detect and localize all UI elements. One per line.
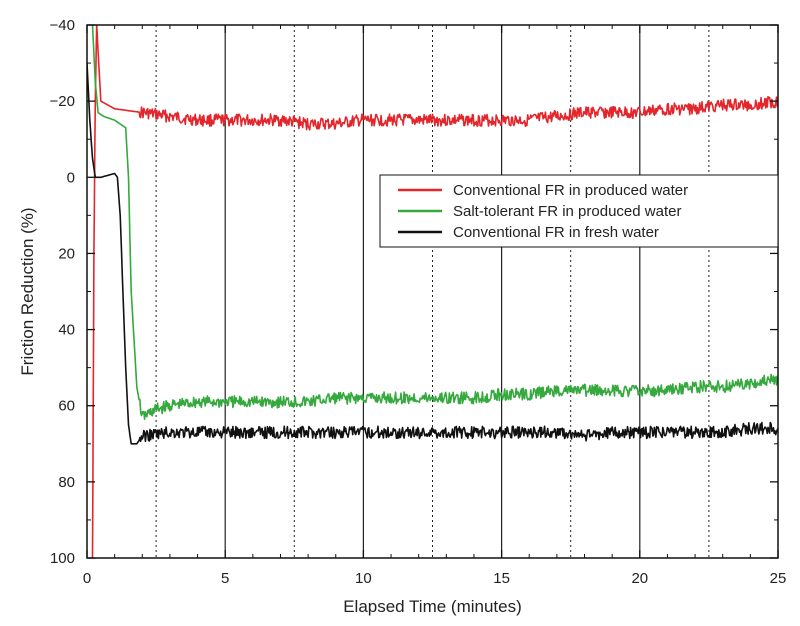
- y-tick-label: 80: [58, 474, 75, 491]
- y-tick-label: −40: [50, 17, 75, 34]
- x-tick-label: 15: [493, 570, 510, 587]
- y-tick-label: 0: [67, 169, 75, 186]
- x-tick-label: 25: [770, 570, 787, 587]
- legend-label: Conventional FR in produced water: [453, 182, 688, 199]
- legend: Conventional FR in produced water Salt-to…: [379, 174, 779, 248]
- x-tick-label: 10: [355, 570, 372, 587]
- legend-box: [379, 174, 779, 248]
- y-tick-label: −20: [50, 93, 75, 110]
- y-axis-title: Friction Reduction (%): [18, 207, 37, 375]
- axis-ticks: 0 5 10 15 20 25 −40 −20 0 20 40 60 80 100: [50, 17, 787, 587]
- grid-lines: [155, 25, 710, 558]
- y-tick-label: 40: [58, 322, 75, 339]
- legend-label: Salt-tolerant FR in produced water: [453, 203, 681, 220]
- series-line-2: [91, 25, 778, 421]
- legend-label: Conventional FR in fresh water: [453, 224, 659, 241]
- x-tick-label: 0: [83, 570, 91, 587]
- x-tick-label: 20: [631, 570, 648, 587]
- series-line-1: [91, 25, 778, 558]
- y-tick-label: 100: [50, 550, 75, 567]
- series-layer: [87, 25, 778, 558]
- x-axis-title: Elapsed Time (minutes): [343, 597, 522, 616]
- x-tick-label: 5: [221, 570, 229, 587]
- y-tick-label: 20: [58, 245, 75, 262]
- series-line-3: [87, 63, 778, 445]
- y-tick-label: 60: [58, 398, 75, 415]
